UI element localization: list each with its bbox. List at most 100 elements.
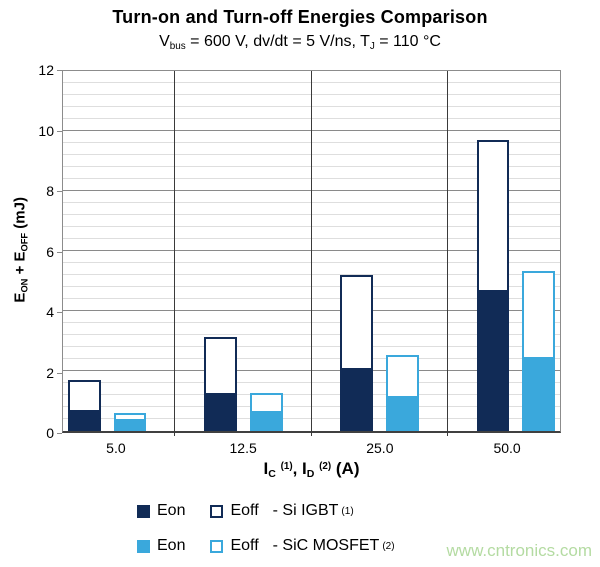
y-gridline xyxy=(63,130,560,131)
y-gridline xyxy=(63,238,560,239)
y-gridline xyxy=(63,106,560,107)
bar-segment-eoff xyxy=(386,355,419,399)
bar-segment-eon xyxy=(386,398,419,431)
legend-device-superscript: (1) xyxy=(341,505,354,517)
y-gridline xyxy=(63,202,560,203)
legend-device-label: - SiC MOSFET xyxy=(272,537,380,554)
y-gridline xyxy=(63,334,560,335)
legend-eon-label: Eon xyxy=(157,537,186,554)
y-gridline xyxy=(63,406,560,407)
y-tick-label: 12 xyxy=(38,62,54,78)
subtitle-text: V xyxy=(159,33,170,50)
x-axis-tick xyxy=(310,431,312,436)
bar-segment-eoff xyxy=(67,380,101,412)
legend-eon-label: Eon xyxy=(157,502,186,519)
x-tick-label: 50.0 xyxy=(493,440,521,456)
category-separator xyxy=(174,71,176,431)
y-tick-label: 0 xyxy=(46,425,54,441)
bar-segment-eon xyxy=(522,359,556,431)
y-tick-label: 6 xyxy=(46,243,54,260)
y-gridline xyxy=(63,226,560,227)
bar-segment-eoff xyxy=(113,413,147,421)
eon-swatch xyxy=(137,539,150,553)
y-gridline xyxy=(63,274,560,275)
y-gridline xyxy=(63,322,560,323)
y-tick-label: 2 xyxy=(46,364,54,381)
eoff-swatch xyxy=(210,539,224,553)
bar-si-igbt-25.0 xyxy=(340,275,374,431)
y-tick-mark xyxy=(57,251,62,253)
bar-sic-mosfet-50.0 xyxy=(522,270,556,431)
y-gridline xyxy=(63,154,560,155)
y-tick-label: 4 xyxy=(46,304,54,320)
category-separator xyxy=(310,71,312,431)
legend-row: Eon Eoff - Si IGBT (1) xyxy=(137,501,395,521)
bar-segment-eon xyxy=(249,413,283,431)
subtitle-subscript-j: J xyxy=(369,40,375,52)
y-gridline xyxy=(63,298,560,299)
y-tick-mark xyxy=(57,130,62,132)
bar-segment-eoff xyxy=(522,270,556,359)
y-gridline xyxy=(63,94,560,95)
x-tick-label: 12.5 xyxy=(229,440,257,456)
bar-segment-eon xyxy=(204,395,237,431)
eoff-swatch xyxy=(210,504,224,518)
subtitle-subscript-bus: bus xyxy=(169,40,186,52)
y-gridline xyxy=(63,178,560,179)
legend-device-label: - Si IGBT xyxy=(272,502,339,519)
y-gridline xyxy=(63,166,560,167)
bar-si-igbt-50.0 xyxy=(476,140,510,431)
y-gridline xyxy=(63,394,560,395)
chart-title: Turn-on and Turn-off Energies Comparison xyxy=(112,7,488,27)
y-tick-label: 8 xyxy=(46,183,54,199)
subtitle-text: = 110 °C xyxy=(374,33,441,50)
y-gridline xyxy=(63,418,560,419)
bar-si-igbt-5.0 xyxy=(67,380,101,431)
legend-device-superscript: (2) xyxy=(382,540,395,552)
bar-sic-mosfet-12.5 xyxy=(249,392,283,431)
bar-segment-eoff xyxy=(249,392,283,414)
y-tick-mark xyxy=(57,312,62,313)
y-gridline xyxy=(63,142,560,143)
bar-sic-mosfet-5.0 xyxy=(113,413,147,431)
bar-segment-eoff xyxy=(204,336,237,395)
bar-sic-mosfet-25.0 xyxy=(386,355,419,431)
bar-segment-eon xyxy=(67,411,101,431)
y-tick-mark xyxy=(57,70,62,71)
subtitle-text: = 600 V, dv/dt = 5 V/ns, T xyxy=(185,33,370,50)
x-axis-title: IC (1), ID (2) (A) xyxy=(263,459,360,480)
y-gridline xyxy=(63,358,560,359)
y-gridline xyxy=(63,250,560,251)
bar-si-igbt-12.5 xyxy=(204,336,237,431)
y-tick-label: 10 xyxy=(38,122,54,139)
legend: Eon Eoff - Si IGBT (1) Eon Eoff - SiC MO… xyxy=(137,501,395,567)
bar-segment-eon xyxy=(113,420,147,431)
y-gridline xyxy=(63,82,560,83)
x-tick-label: 25.0 xyxy=(366,440,394,456)
eon-swatch xyxy=(137,504,150,518)
legend-eoff-label: Eoff xyxy=(230,502,259,519)
legend-eoff-label: Eoff xyxy=(230,537,259,554)
y-gridline xyxy=(63,310,560,311)
x-tick-label: 5.0 xyxy=(106,440,126,456)
bar-segment-eoff xyxy=(340,275,374,370)
y-gridline xyxy=(63,382,560,383)
y-gridline xyxy=(63,214,560,215)
y-gridline xyxy=(63,370,560,371)
bar-segment-eon xyxy=(340,369,374,431)
y-gridline xyxy=(63,286,560,287)
y-tick-mark xyxy=(57,372,62,374)
watermark: www.cntronics.com xyxy=(446,541,592,560)
bar-segment-eoff xyxy=(476,140,510,292)
y-tick-mark xyxy=(57,191,62,192)
y-tick-mark xyxy=(57,433,62,434)
bar-segment-eon xyxy=(476,291,510,431)
x-axis-tick xyxy=(174,431,176,436)
legend-row: Eon Eoff - SiC MOSFET (2) xyxy=(137,536,395,556)
plot-area xyxy=(62,70,561,436)
x-axis-tick xyxy=(446,431,448,436)
y-gridline xyxy=(63,346,560,347)
chart-subtitle: Vbus = 600 V, dv/dt = 5 V/ns, TJ = 110 °… xyxy=(0,33,600,52)
y-gridline xyxy=(63,262,560,263)
